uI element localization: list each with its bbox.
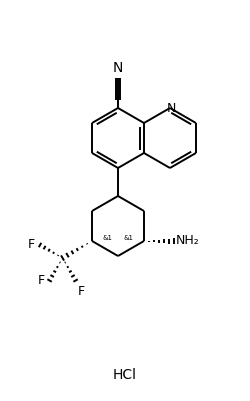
Text: F: F xyxy=(37,274,44,287)
Text: &1: &1 xyxy=(102,235,112,241)
Text: HCl: HCl xyxy=(112,368,136,382)
Text: &1: &1 xyxy=(124,235,134,241)
Text: N: N xyxy=(112,61,123,75)
Text: F: F xyxy=(77,285,84,298)
Text: N: N xyxy=(166,101,175,115)
Text: NH₂: NH₂ xyxy=(175,235,199,247)
Text: F: F xyxy=(28,239,35,251)
